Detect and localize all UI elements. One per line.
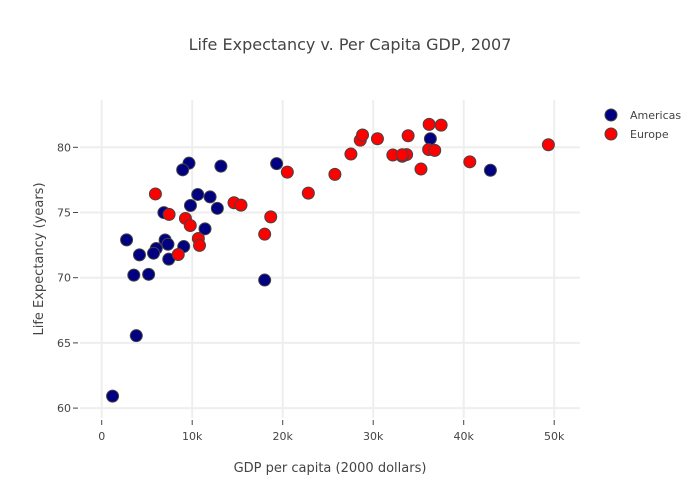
data-point[interactable]	[370, 132, 384, 146]
data-point[interactable]	[280, 165, 294, 179]
tick-layer: 0 10k 20k 30k 40k 50k 60 65 70 75 80	[57, 141, 565, 443]
data-point[interactable]	[183, 198, 197, 212]
data-point[interactable]	[344, 147, 358, 161]
data-point[interactable]	[483, 163, 497, 177]
y-tick-label: 60	[57, 402, 71, 415]
data-point[interactable]	[210, 201, 224, 215]
data-point[interactable]	[422, 117, 436, 131]
x-tick-label: 50k	[544, 430, 565, 443]
data-point[interactable]	[129, 329, 143, 343]
data-point[interactable]	[148, 187, 162, 201]
data-point[interactable]	[328, 167, 342, 181]
y-axis-label: Life Expectancy (years)	[32, 182, 47, 335]
x-tick-label: 30k	[363, 430, 384, 443]
data-point[interactable]	[258, 273, 272, 287]
data-point[interactable]	[423, 132, 437, 146]
legend: Americas Europe	[604, 108, 681, 141]
data-point[interactable]	[106, 389, 120, 403]
legend-marker-icon	[604, 108, 618, 122]
data-point[interactable]	[264, 210, 278, 224]
point-layer	[106, 117, 555, 403]
y-tick-label: 80	[57, 141, 71, 154]
y-tick-label: 70	[57, 272, 71, 285]
data-point[interactable]	[193, 238, 207, 252]
data-point[interactable]	[161, 237, 175, 251]
data-point[interactable]	[132, 248, 146, 262]
data-point[interactable]	[142, 267, 156, 281]
x-tick-label: 10k	[182, 430, 203, 443]
data-point[interactable]	[162, 207, 176, 221]
grid-layer	[80, 100, 580, 418]
legend-label: Americas	[630, 109, 681, 122]
data-point[interactable]	[258, 227, 272, 241]
data-point[interactable]	[183, 219, 197, 233]
data-point[interactable]	[234, 198, 248, 212]
data-point[interactable]	[203, 190, 217, 204]
data-point[interactable]	[434, 118, 448, 132]
data-point[interactable]	[395, 148, 409, 162]
data-point[interactable]	[463, 155, 477, 169]
y-tick-label: 75	[57, 207, 71, 220]
data-point[interactable]	[214, 159, 228, 173]
x-tick-label: 20k	[273, 430, 294, 443]
data-point[interactable]	[301, 186, 315, 200]
legend-item-americas[interactable]: Americas	[604, 108, 681, 122]
data-point[interactable]	[356, 128, 370, 142]
data-point[interactable]	[414, 162, 428, 176]
data-point[interactable]	[428, 143, 442, 157]
data-point[interactable]	[191, 187, 205, 201]
data-point[interactable]	[147, 246, 161, 260]
x-tick-label: 0	[98, 430, 105, 443]
data-point[interactable]	[541, 138, 555, 152]
x-tick-label: 40k	[454, 430, 475, 443]
legend-marker-icon	[604, 127, 618, 141]
legend-label: Europe	[630, 128, 669, 141]
data-point[interactable]	[176, 163, 190, 177]
data-point[interactable]	[198, 222, 212, 236]
chart-title: Life Expectancy v. Per Capita GDP, 2007	[189, 35, 512, 54]
data-point[interactable]	[401, 129, 415, 143]
data-point[interactable]	[270, 157, 284, 171]
x-axis-label: GDP per capita (2000 dollars)	[234, 461, 427, 476]
series-europe	[148, 117, 555, 262]
data-point[interactable]	[171, 248, 185, 262]
legend-item-europe[interactable]: Europe	[604, 127, 669, 141]
series-americas	[106, 132, 497, 403]
data-point[interactable]	[127, 268, 141, 282]
data-point[interactable]	[120, 233, 134, 247]
y-tick-label: 65	[57, 337, 71, 350]
